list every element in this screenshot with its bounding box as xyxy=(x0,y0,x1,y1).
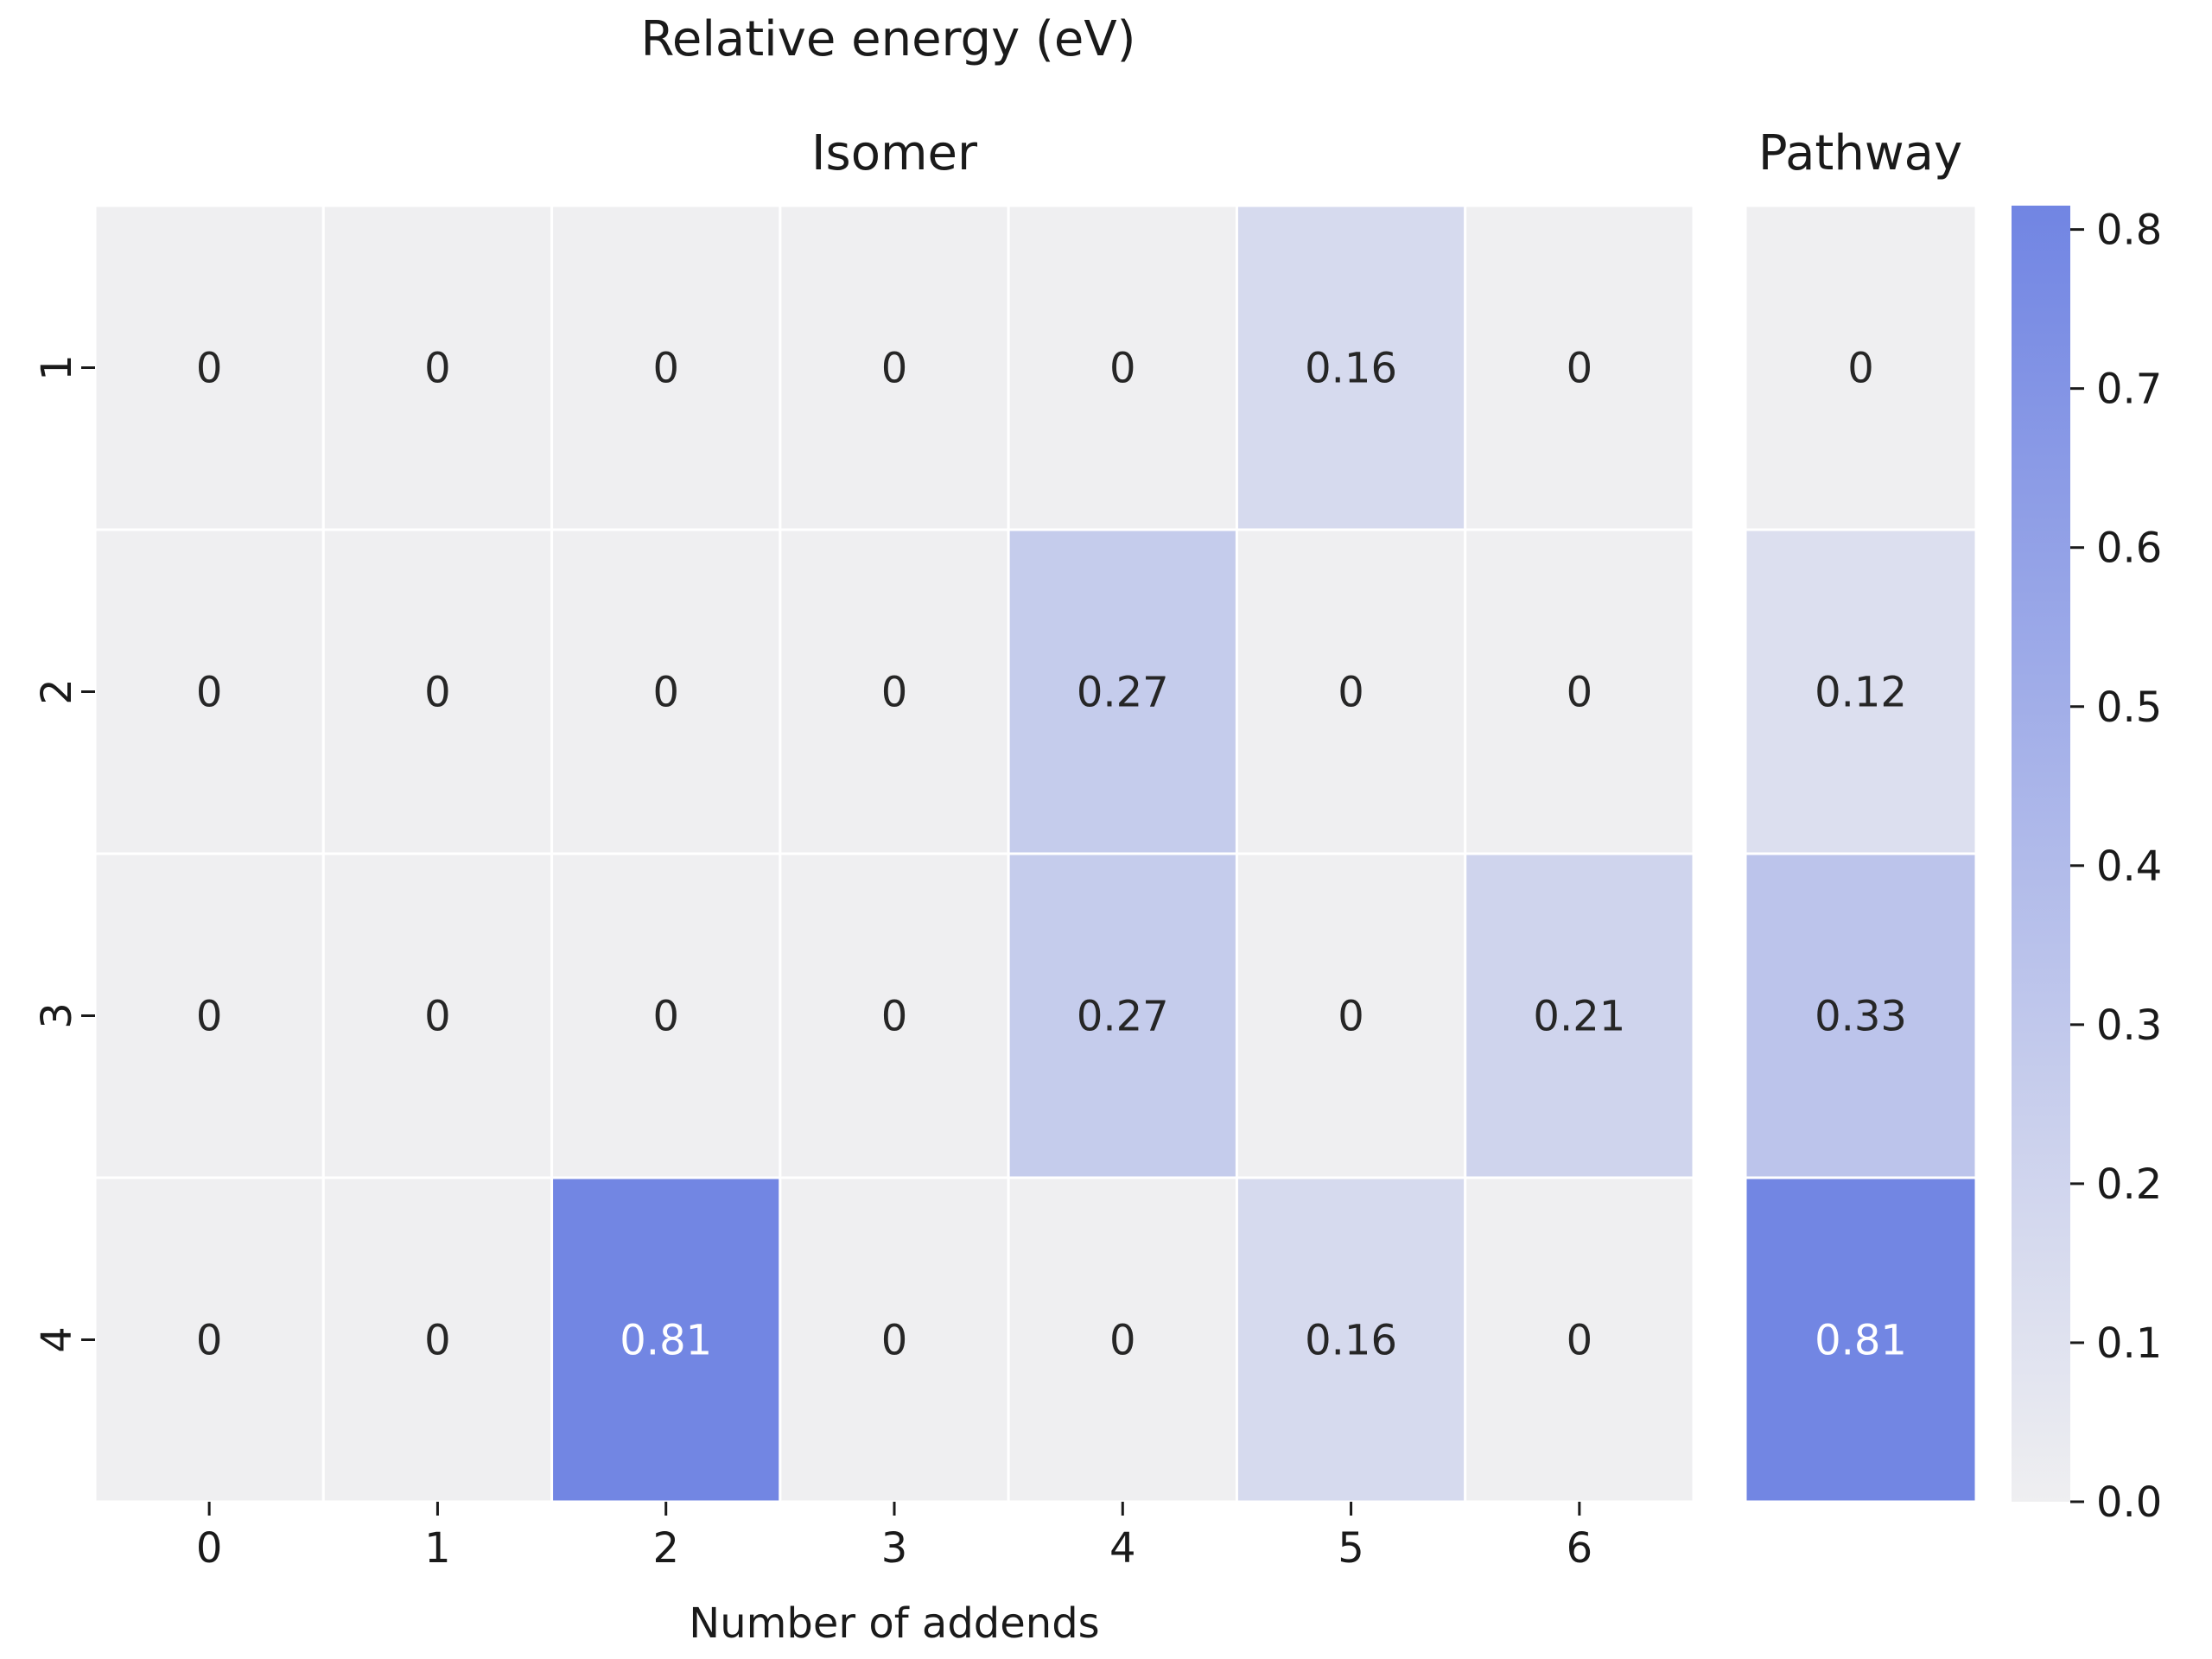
isomer-cell-r2-c2 xyxy=(550,528,782,855)
isomer-cell-label: 0.81 xyxy=(620,1317,712,1365)
isomer-cell-r1-c2 xyxy=(550,204,782,531)
colorbar-tick-label: 0.5 xyxy=(2096,683,2162,732)
isomer-cell-label: 0.16 xyxy=(1305,345,1397,393)
isomer-cell-r4-c5 xyxy=(1235,1176,1467,1503)
isomer-cell-r1-c3 xyxy=(779,204,1010,531)
isomer-cell-label: 0.21 xyxy=(1533,993,1625,1041)
isomer-cell-r4-c3 xyxy=(779,1176,1010,1503)
isomer-cell-label: 0 xyxy=(881,993,908,1041)
isomer-cell-label: 0 xyxy=(196,669,223,717)
colorbar-gradient xyxy=(2012,206,2070,1502)
chart-title: Relative energy (eV) xyxy=(640,11,1135,67)
isomer-cell-label: 0 xyxy=(652,669,679,717)
pathway-panel-title: Pathway xyxy=(1758,125,1962,181)
isomer-cell-r4-c0 xyxy=(93,1176,325,1503)
row-tick-label: 2 xyxy=(33,678,81,705)
column-tick-label: 0 xyxy=(196,1524,223,1573)
colorbar-tick-label: 0.0 xyxy=(2096,1478,2162,1527)
isomer-cell-label: 0 xyxy=(196,1317,223,1365)
pathway-heatmap-panel: 0 0.12 0.33 0.81 xyxy=(1744,204,1978,1503)
isomer-cell-label: 0 xyxy=(881,1317,908,1365)
isomer-cell-label: 0 xyxy=(652,345,679,393)
isomer-cell-r3-c1 xyxy=(321,852,554,1179)
column-tick-label: 3 xyxy=(881,1524,908,1573)
column-tick-label: 4 xyxy=(1109,1524,1136,1573)
isomer-cell-r2-c6 xyxy=(1464,528,1695,855)
isomer-cell-label: 0.16 xyxy=(1305,1317,1397,1365)
isomer-cell-r2-c4 xyxy=(1007,528,1238,855)
pathway-cell-label: 0.12 xyxy=(1815,669,1907,717)
isomer-cell-r3-c5 xyxy=(1235,852,1467,1179)
colorbar-tick-label: 0.6 xyxy=(2096,524,2162,573)
isomer-cell-label: 0 xyxy=(881,669,908,717)
isomer-cell-r1-c1 xyxy=(321,204,554,531)
column-tick-label: 2 xyxy=(652,1524,679,1573)
column-tick-label: 1 xyxy=(424,1524,451,1573)
isomer-cell-label: 0 xyxy=(1567,345,1593,393)
isomer-cell-r2-c5 xyxy=(1235,528,1467,855)
isomer-cell-r1-c0 xyxy=(93,204,325,531)
colorbar-tick-label: 0.8 xyxy=(2096,207,2162,255)
colorbar-tick-label: 0.4 xyxy=(2096,842,2162,891)
isomer-cell-label: 0.27 xyxy=(1077,669,1169,717)
row-tick-label: 3 xyxy=(33,1002,81,1029)
isomer-cell-label: 0 xyxy=(196,345,223,393)
column-tick-label: 6 xyxy=(1567,1524,1593,1573)
pathway-cell-label: 0.81 xyxy=(1815,1317,1907,1365)
colorbar: 0.0 0.1 0.2 0.3 0.4 0.5 0.6 0.7 0.8 xyxy=(2012,206,2162,1527)
isomer-cell-r3-c3 xyxy=(779,852,1010,1179)
x-axis-label: Number of addends xyxy=(689,1599,1099,1648)
row-axis: 1 2 3 4 xyxy=(33,354,95,1353)
colorbar-tick-label: 0.7 xyxy=(2096,365,2162,414)
isomer-cell-label: 0 xyxy=(652,993,679,1041)
isomer-cell-label: 0 xyxy=(1567,669,1593,717)
isomer-cell-label: 0 xyxy=(1338,993,1364,1041)
isomer-cell-r4-c6 xyxy=(1464,1176,1695,1503)
isomer-cell-label: 0 xyxy=(424,1317,451,1365)
colorbar-tick-label: 0.2 xyxy=(2096,1160,2162,1209)
isomer-cell-label: 0 xyxy=(424,345,451,393)
isomer-cell-r1-c5 xyxy=(1235,204,1467,531)
isomer-cell-label: 0 xyxy=(1109,345,1136,393)
isomer-cell-label: 0 xyxy=(196,993,223,1041)
isomer-cell-label: 0 xyxy=(1338,669,1364,717)
row-tick-label: 4 xyxy=(33,1326,81,1353)
colorbar-tick-label: 0.1 xyxy=(2096,1319,2162,1368)
isomer-cell-r3-c6 xyxy=(1464,852,1695,1179)
pathway-cell-r4-c0 xyxy=(1744,1176,1978,1503)
isomer-cell-r3-c2 xyxy=(550,852,782,1179)
isomer-cell-r2-c0 xyxy=(93,528,325,855)
pathway-cell-r1-c0 xyxy=(1744,204,1978,531)
isomer-cell-r3-c0 xyxy=(93,852,325,1179)
isomer-cell-r1-c4 xyxy=(1007,204,1238,531)
isomer-cell-label: 0 xyxy=(1567,1317,1593,1365)
colorbar-tick-label: 0.3 xyxy=(2096,1001,2162,1050)
isomer-heatmap-panel: 0 0 0 0 0 0.16 0 0 0 0 0 0.27 0 0 0 0 0 0 0.27 0 0.21 0 0 0.81 0… xyxy=(93,204,1695,1503)
row-tick-label: 1 xyxy=(33,354,81,381)
isomer-cell-label: 0 xyxy=(881,345,908,393)
pathway-cell-r2-c0 xyxy=(1744,528,1978,855)
column-axis: 0 1 2 3 4 5 6 xyxy=(196,1502,1592,1573)
pathway-cell-label: 0.33 xyxy=(1815,993,1907,1041)
isomer-cell-label: 0 xyxy=(1109,1317,1136,1365)
isomer-cell-r4-c1 xyxy=(321,1176,554,1503)
column-tick-label: 5 xyxy=(1338,1524,1364,1573)
isomer-cell-r3-c4 xyxy=(1007,852,1238,1179)
isomer-panel-title: Isomer xyxy=(811,125,978,181)
isomer-cell-label: 0 xyxy=(424,669,451,717)
pathway-cell-r3-c0 xyxy=(1744,852,1978,1179)
pathway-cell-label: 0 xyxy=(1847,345,1874,393)
isomer-cell-label: 0.27 xyxy=(1077,993,1169,1041)
isomer-cell-label: 0 xyxy=(424,993,451,1041)
